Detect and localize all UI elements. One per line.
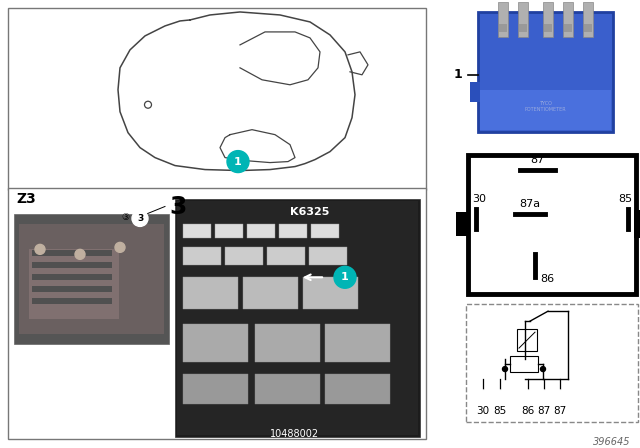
Bar <box>634 211 640 238</box>
Bar <box>8 8 426 190</box>
Bar <box>544 24 552 32</box>
Text: 30: 30 <box>472 194 486 204</box>
Text: ③: ③ <box>121 213 129 222</box>
Bar <box>466 304 638 422</box>
Bar <box>255 324 320 362</box>
Text: 3: 3 <box>137 214 143 223</box>
Bar <box>183 277 238 309</box>
Bar <box>183 224 211 238</box>
Bar <box>468 155 636 294</box>
Text: K6325: K6325 <box>291 207 330 217</box>
Text: 85: 85 <box>618 194 632 204</box>
Bar <box>583 2 593 37</box>
Bar <box>177 202 418 435</box>
Text: 87: 87 <box>554 406 566 416</box>
Bar <box>499 24 507 32</box>
Bar <box>247 224 275 238</box>
Circle shape <box>541 366 545 371</box>
Bar <box>325 374 390 404</box>
Text: 10488002: 10488002 <box>271 429 319 439</box>
Bar <box>309 247 347 265</box>
Circle shape <box>334 266 356 288</box>
Bar <box>564 24 572 32</box>
Bar <box>225 247 263 265</box>
Text: 3: 3 <box>170 195 187 220</box>
Bar <box>267 247 305 265</box>
Bar <box>518 2 528 37</box>
Bar <box>478 12 613 132</box>
Bar <box>19 224 164 334</box>
Bar <box>303 277 358 309</box>
Circle shape <box>132 211 148 226</box>
Bar <box>183 374 248 404</box>
Bar <box>470 82 480 102</box>
Bar <box>32 250 112 256</box>
Text: 30: 30 <box>476 406 490 416</box>
Circle shape <box>115 242 125 252</box>
Text: TYCO
POTENTIOMETER: TYCO POTENTIOMETER <box>524 101 566 112</box>
Bar <box>325 324 390 362</box>
Text: 86: 86 <box>522 406 534 416</box>
Bar <box>32 263 112 268</box>
Bar <box>563 2 573 37</box>
Circle shape <box>496 390 504 398</box>
Text: 87: 87 <box>538 406 550 416</box>
Circle shape <box>524 390 532 398</box>
Text: 86: 86 <box>540 274 554 284</box>
Text: 87: 87 <box>530 155 544 164</box>
Bar <box>255 374 320 404</box>
Bar <box>32 298 112 304</box>
Circle shape <box>540 390 548 398</box>
Bar <box>456 212 470 237</box>
Bar <box>243 277 298 309</box>
Bar <box>480 90 611 129</box>
Bar <box>584 24 592 32</box>
Text: 1: 1 <box>341 272 349 282</box>
Text: 1: 1 <box>234 157 242 167</box>
Text: 1: 1 <box>453 68 462 81</box>
Bar <box>183 247 221 265</box>
Bar <box>32 274 112 280</box>
Bar <box>32 286 112 292</box>
Text: 87a: 87a <box>520 199 541 210</box>
Circle shape <box>227 151 249 172</box>
Text: Z3: Z3 <box>16 193 36 207</box>
Bar <box>175 199 420 437</box>
Bar <box>543 2 553 37</box>
Bar <box>8 188 426 439</box>
Circle shape <box>75 250 85 259</box>
Circle shape <box>479 390 487 398</box>
Bar <box>215 224 243 238</box>
Bar <box>311 224 339 238</box>
Bar <box>519 24 527 32</box>
Bar <box>14 215 169 344</box>
Bar <box>517 329 537 351</box>
Bar <box>29 250 119 319</box>
Text: 396645: 396645 <box>593 437 630 447</box>
Circle shape <box>35 244 45 254</box>
Circle shape <box>502 366 508 371</box>
Bar <box>510 356 538 372</box>
Bar <box>183 324 248 362</box>
Bar <box>498 2 508 37</box>
Text: 85: 85 <box>493 406 507 416</box>
Bar <box>279 224 307 238</box>
Circle shape <box>556 390 564 398</box>
